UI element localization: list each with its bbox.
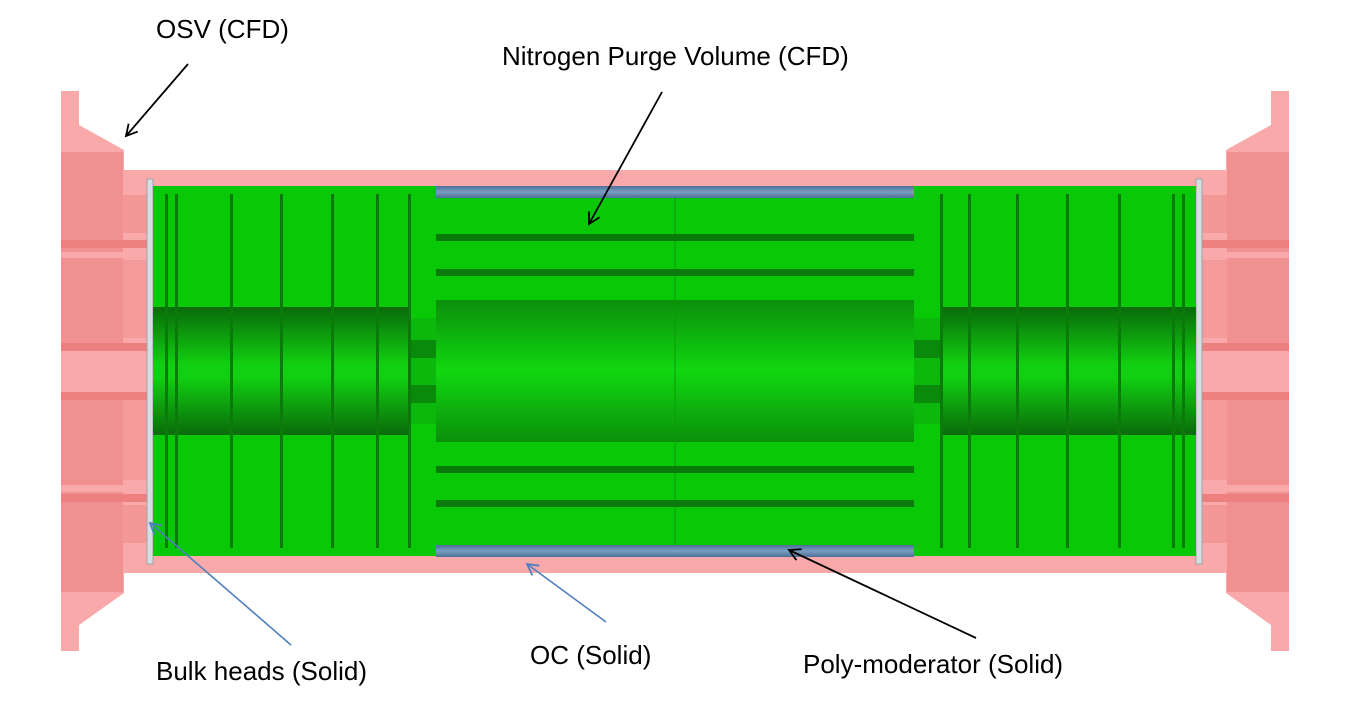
osv-left-ribs	[61, 240, 150, 502]
osv-bottom-shell	[124, 556, 1226, 573]
bulkheads-label: Bulk heads (Solid)	[156, 656, 367, 686]
core-connectors	[409, 318, 941, 424]
poly-arrow	[787, 548, 977, 639]
osv-top-shell	[124, 170, 1226, 187]
right-vertical-fins	[940, 194, 1185, 548]
bulkheads-arrow	[148, 521, 292, 646]
bulkhead-left	[146, 178, 154, 565]
left-vertical-fins	[165, 194, 411, 548]
bulkhead-right	[1195, 178, 1203, 565]
nitrogen-arrow	[588, 91, 663, 226]
oc-label: OC (Solid)	[530, 640, 651, 670]
oc-arrow	[525, 562, 607, 623]
osv-left-inner-structure	[61, 152, 150, 592]
poly-moderator-bottom	[436, 545, 914, 557]
nitrogen-label: Nitrogen Purge Volume (CFD)	[502, 41, 849, 71]
center-slots	[436, 234, 914, 507]
nitrogen-purge-volume	[153, 186, 1196, 556]
osv-right-inner-structure	[1200, 152, 1289, 592]
osv-vessel	[61, 91, 1289, 651]
osv-arrow	[124, 63, 189, 138]
poly-moderator-top	[436, 186, 914, 198]
osv-right-ribs	[1200, 240, 1289, 502]
poly-label: Poly-moderator (Solid)	[803, 649, 1063, 679]
osv-label: OSV (CFD)	[156, 14, 289, 44]
